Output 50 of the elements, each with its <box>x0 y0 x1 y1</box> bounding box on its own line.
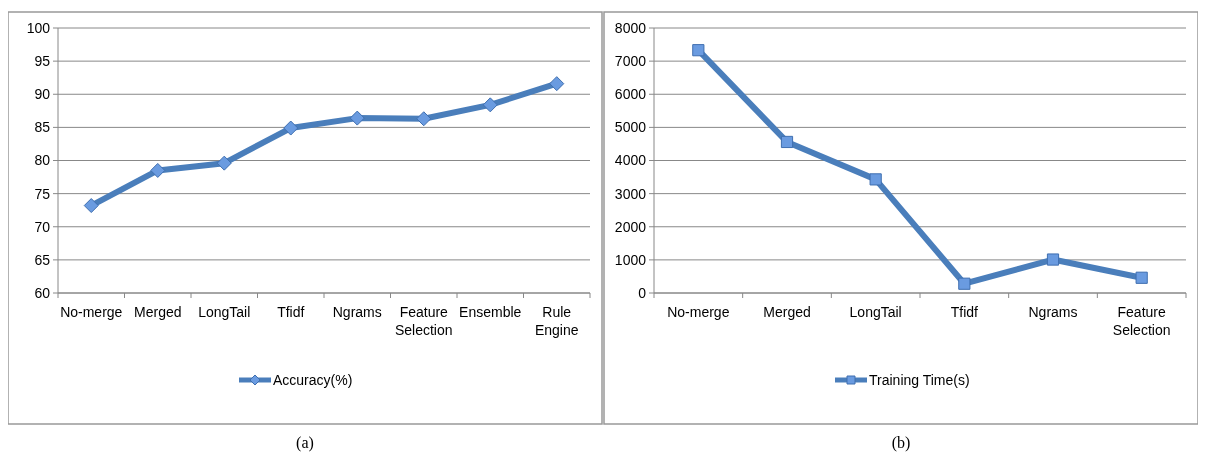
y-tick-label: 5000 <box>614 119 647 136</box>
y-tick-label: 60 <box>34 284 51 301</box>
x-tick-label: Tfidf <box>950 304 979 320</box>
x-tick-label: Rule Engine <box>534 304 579 338</box>
x-tick-label: LongTail <box>198 304 251 320</box>
x-tick-label: No-merge <box>667 304 730 320</box>
y-tick-label: 2000 <box>614 218 647 235</box>
x-tick-label: Feature Selection <box>1112 304 1171 338</box>
x-tick-label: Merged <box>763 304 811 320</box>
x-tick-label: No-merge <box>60 304 123 320</box>
legend-label: Accuracy(%) <box>273 371 353 388</box>
y-tick-label: 95 <box>34 53 51 70</box>
legend-label: Training Time(s) <box>869 371 970 388</box>
text: (b) <box>891 434 911 452</box>
point <box>416 111 432 127</box>
x-tick-label: Feature Selection <box>394 304 453 338</box>
y-tick-label: 8000 <box>614 19 647 36</box>
y-tick-label: 80 <box>34 152 51 169</box>
y-tick-label: 6000 <box>614 86 647 103</box>
y-tick-label: 90 <box>34 86 51 103</box>
point <box>958 277 971 290</box>
point <box>482 97 498 113</box>
x-tick-label: Tfidf <box>277 304 305 320</box>
y-tick-label: 70 <box>34 218 51 235</box>
point <box>692 44 705 57</box>
point <box>150 162 166 178</box>
x-tick-label: Ngrams <box>332 304 382 320</box>
x-tick-label: Merged <box>134 304 182 320</box>
x-tick-label: Ngrams <box>1028 304 1078 320</box>
y-tick-label: 7000 <box>614 53 647 70</box>
point <box>83 198 99 214</box>
y-tick-label: 0 <box>638 284 647 301</box>
point <box>869 173 882 186</box>
x-tick-label: LongTail <box>849 304 902 320</box>
point <box>780 135 794 149</box>
y-tick-label: 85 <box>34 119 51 136</box>
y-tick-label: 75 <box>34 185 51 202</box>
text: (a) <box>296 434 314 452</box>
point <box>1046 253 1060 266</box>
y-tick-label: 100 <box>26 19 51 36</box>
x-tick-label: Ensemble <box>459 304 522 320</box>
y-tick-label: 4000 <box>614 152 647 169</box>
point <box>1135 271 1148 284</box>
y-tick-label: 1000 <box>614 251 647 268</box>
y-tick-label: 65 <box>34 251 51 268</box>
point <box>216 155 232 171</box>
point <box>549 76 565 92</box>
y-tick-label: 3000 <box>614 185 647 202</box>
point <box>349 110 365 126</box>
point <box>283 120 299 136</box>
